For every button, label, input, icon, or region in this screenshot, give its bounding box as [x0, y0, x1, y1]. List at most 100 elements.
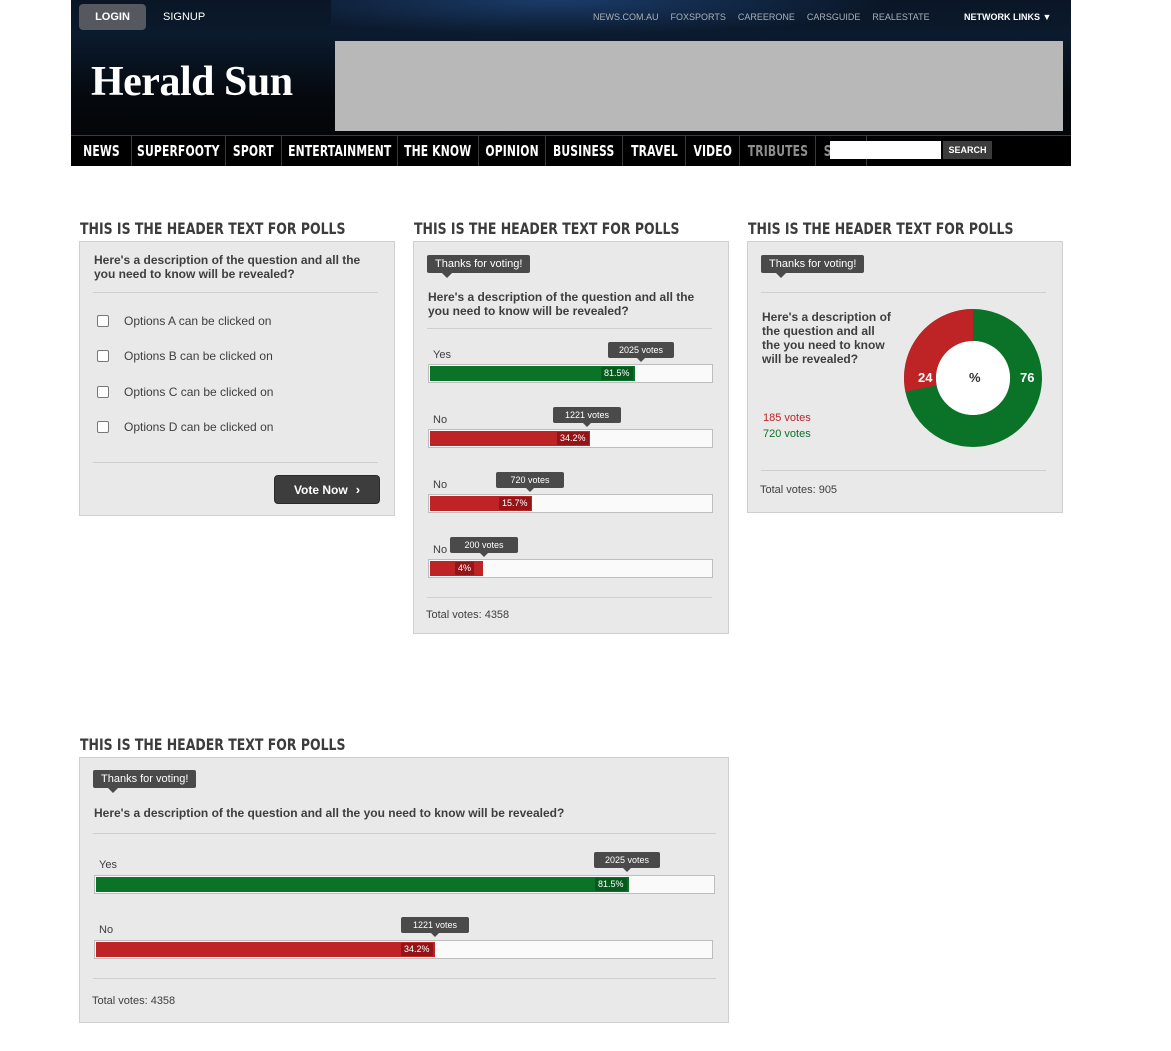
result-bar-track: 15.7% — [428, 494, 713, 513]
result-label: No — [433, 544, 448, 556]
poll-question: Here's a description of the question and… — [428, 290, 695, 318]
network-link-carsguide[interactable]: CARSGUIDE — [806, 12, 861, 22]
network-link-news[interactable]: NEWS.COM.AU — [593, 12, 659, 22]
donut-red-label: 24 — [918, 370, 933, 385]
result-percent: 81.5% — [601, 367, 633, 380]
network-link-careerone[interactable]: CAREERONE — [737, 12, 795, 22]
nav-item-entertainment[interactable]: ENTERTAINMENT — [287, 142, 392, 160]
nav-cell-tributes: TRIBUTES — [740, 136, 816, 166]
nav-cell-travel: TRAVEL — [623, 136, 686, 166]
network-links-menu[interactable]: NETWORK LINKS ▼ — [964, 12, 1052, 22]
result-label: Yes — [433, 349, 451, 361]
nav-cell-business: BUSINESS — [546, 136, 623, 166]
donut-red-segment — [904, 309, 974, 392]
total-votes: Total votes: 4358 — [426, 609, 510, 621]
total-votes: Total votes: 4358 — [92, 995, 176, 1007]
poll-question: Here's a description of the question and… — [762, 310, 891, 366]
result-bar-track: 34.2% — [94, 940, 713, 959]
votes-tooltip: 2025 votes — [608, 342, 674, 362]
poll-option[interactable]: Options C can be clicked on — [97, 385, 273, 399]
divider — [761, 470, 1046, 471]
votes-tooltip: 1221 votes — [553, 407, 621, 427]
nav-item-travel[interactable]: TRAVEL — [630, 142, 678, 160]
nav-item-news[interactable]: NEWS — [82, 142, 120, 160]
result-bar-fill — [430, 366, 635, 381]
poll-option[interactable]: Options D can be clicked on — [97, 420, 273, 434]
result-label: No — [99, 924, 114, 936]
chevron-right-icon: › — [355, 482, 361, 497]
search-input[interactable] — [830, 141, 941, 159]
network-link-realestate[interactable]: REALESTATE — [872, 12, 930, 22]
nav-cell-entertainment: ENTERTAINMENT — [282, 136, 398, 166]
thanks-for-voting-tooltip: Thanks for voting! — [93, 770, 197, 793]
poll-option[interactable]: Options A can be clicked on — [97, 314, 271, 328]
votes-tooltip: 720 votes — [496, 472, 564, 492]
divider — [427, 597, 712, 598]
nav-cell-sport: SPORT — [226, 136, 282, 166]
option-checkbox[interactable] — [97, 386, 109, 398]
result-bar-track: 81.5% — [428, 364, 713, 383]
search-button[interactable]: SEARCH — [943, 141, 992, 159]
result-percent: 81.5% — [595, 878, 627, 891]
nav-item-tributes[interactable]: TRIBUTES — [747, 142, 808, 160]
result-label: No — [433, 479, 448, 491]
nav-cell-opinion: OPINION — [479, 136, 546, 166]
result-percent: 15.7% — [499, 497, 531, 510]
result-label: No — [433, 414, 448, 426]
result-percent: 4% — [455, 562, 475, 575]
result-percent: 34.2% — [557, 432, 589, 445]
option-label: Options C can be clicked on — [124, 385, 274, 399]
poll-results-card: Thanks for voting! Here's a description … — [413, 241, 729, 634]
poll-header: THIS IS THE HEADER TEXT FOR POLLS — [748, 219, 1014, 238]
nav-item-video[interactable]: VIDEO — [693, 142, 732, 160]
nav-item-opinion[interactable]: OPINION — [485, 142, 539, 160]
poll-question: Here's a description of the question and… — [94, 253, 361, 281]
divider — [93, 462, 378, 463]
option-checkbox[interactable] — [97, 421, 109, 433]
votes-tooltip: 1221 votes — [401, 917, 469, 937]
network-link-foxsports[interactable]: FOXSPORTS — [670, 12, 726, 22]
nav-cell-video: VIDEO — [686, 136, 740, 166]
option-label: Options B can be clicked on — [124, 349, 273, 363]
nav-item-business[interactable]: BUSINESS — [553, 142, 615, 160]
result-bar-track: 4% — [428, 559, 713, 578]
herald-sun-logo[interactable]: Herald Sun — [91, 59, 293, 105]
result-bar-track: 81.5% — [94, 875, 715, 894]
result-bar-fill — [96, 877, 629, 892]
divider — [427, 328, 712, 329]
advertisement-banner — [335, 41, 1063, 131]
login-button[interactable]: LOGIN — [79, 4, 146, 30]
poll-header: THIS IS THE HEADER TEXT FOR POLLS — [80, 735, 346, 754]
poll-header: THIS IS THE HEADER TEXT FOR POLLS — [80, 219, 346, 238]
poll-voting-card: Here's a description of the question and… — [79, 241, 395, 516]
divider — [761, 292, 1046, 293]
poll-option[interactable]: Options B can be clicked on — [97, 349, 273, 363]
donut-center — [936, 341, 1010, 415]
divider — [93, 833, 716, 834]
result-label: Yes — [99, 859, 117, 871]
option-checkbox[interactable] — [97, 350, 109, 362]
poll-question: Here's a description of the question and… — [94, 806, 565, 820]
option-label: Options D can be clicked on — [124, 420, 274, 434]
poll-donut-card: Thanks for voting! Here's a description … — [747, 241, 1063, 513]
nav-item-superfooty[interactable]: SUPERFOOTY — [137, 142, 220, 160]
nav-cell-news: NEWS — [71, 136, 132, 166]
vote-now-button[interactable]: Vote Now › — [274, 475, 380, 504]
nav-cell-the-know: THE KNOW — [398, 136, 479, 166]
network-links: NEWS.COM.AU FOXSPORTS CAREERONE CARSGUID… — [593, 12, 930, 22]
nav-item-the-know[interactable]: THE KNOW — [404, 142, 472, 160]
option-checkbox[interactable] — [97, 315, 109, 327]
result-bar-fill — [96, 942, 435, 957]
results-donut-chart: 24 76 % — [904, 309, 1042, 447]
red-vote-count: 185 votes — [763, 412, 811, 424]
thanks-for-voting-tooltip: Thanks for voting! — [427, 255, 531, 278]
option-label: Options A can be clicked on — [124, 314, 272, 328]
signup-link[interactable]: SIGNUP — [163, 11, 206, 23]
divider — [93, 978, 716, 979]
green-vote-count: 720 votes — [763, 428, 811, 440]
poll-wide-results-card: Thanks for voting! Here's a description … — [79, 757, 729, 1023]
votes-tooltip: 2025 votes — [594, 852, 660, 872]
nav-item-sport[interactable]: SPORT — [233, 142, 274, 160]
nav-cell-superfooty: SUPERFOOTY — [132, 136, 226, 166]
donut-center-label: % — [969, 370, 981, 385]
